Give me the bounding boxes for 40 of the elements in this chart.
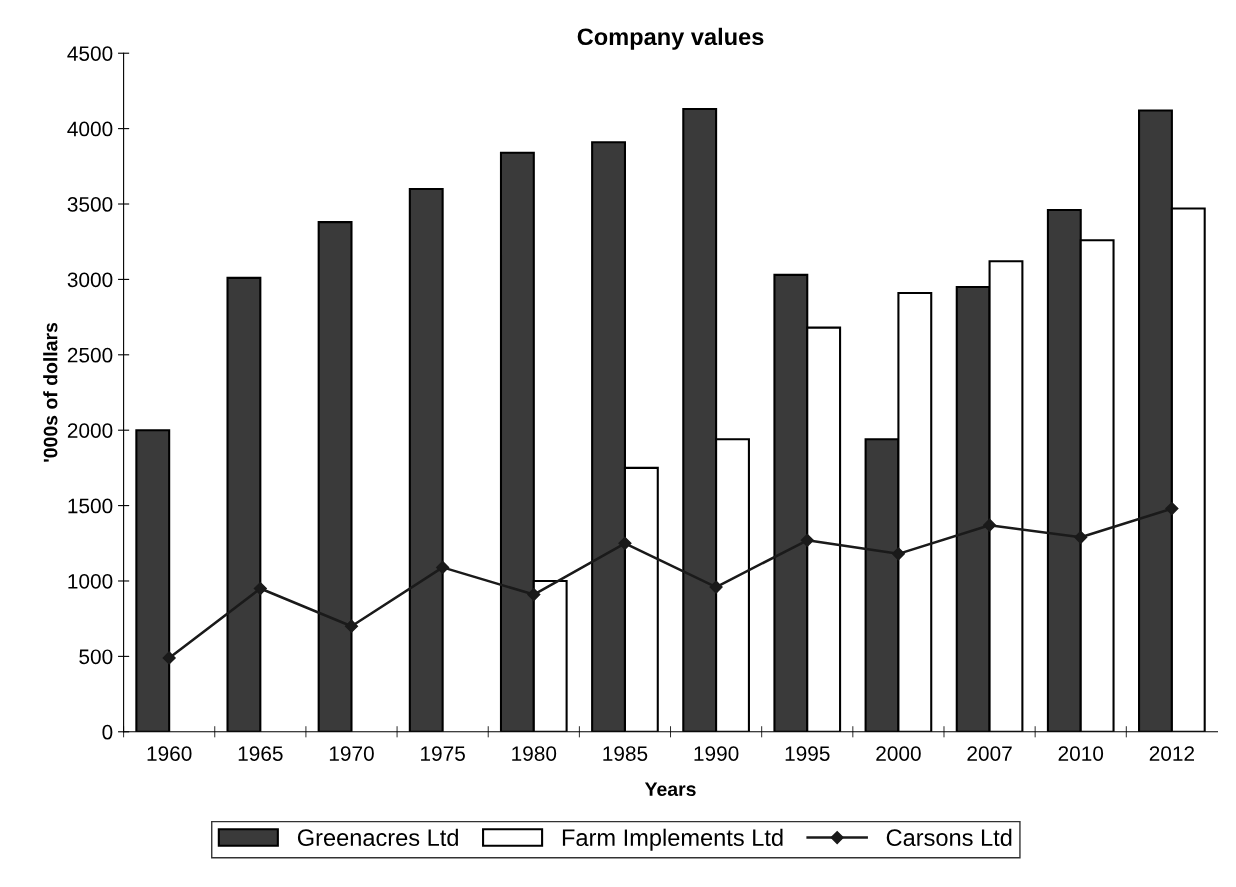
x-tick-label: 1965	[238, 746, 283, 761]
point	[891, 547, 906, 561]
y-tick-label: 3000	[67, 272, 113, 288]
point	[982, 518, 997, 532]
point	[800, 533, 814, 547]
point	[709, 580, 723, 594]
x-axis-title: Years	[644, 782, 696, 797]
x-tick-label: 2000	[876, 746, 921, 761]
x-tick-label: 1960	[147, 746, 192, 761]
y-tick-label: 4000	[67, 121, 113, 137]
x-tick-label: 1985	[603, 746, 648, 761]
y-tick-label: 500	[79, 649, 113, 665]
y-tick-label: 2000	[67, 423, 113, 438]
point	[1165, 502, 1179, 516]
point	[436, 560, 450, 575]
y-tick-label: 0	[102, 724, 113, 740]
point	[527, 587, 541, 602]
x-tick-label: 1980	[512, 746, 557, 761]
point	[253, 581, 267, 596]
x-tick-label: 2010	[1058, 746, 1104, 761]
point	[618, 536, 632, 550]
chart-title: Company values	[577, 27, 764, 50]
y-tick-label: 1500	[68, 498, 113, 514]
legend-label: Farm Implements Ltd	[562, 828, 783, 851]
point	[1074, 530, 1088, 544]
x-tick-label: 1970	[329, 746, 374, 761]
x-tick-label: 1995	[785, 746, 830, 761]
point	[344, 619, 359, 633]
legend-label: Carsons Ltd	[886, 828, 1012, 847]
y-tick-label: 3500	[67, 197, 113, 212]
x-tick-label: 2012	[1149, 746, 1195, 761]
y-tick-label: 1000	[68, 573, 113, 589]
x-tick-label: 2007	[967, 746, 1012, 761]
x-tick-label: 1990	[694, 746, 739, 761]
y-tick-label: 4500	[67, 46, 113, 61]
legend-label: Greenacres Ltd	[297, 828, 458, 847]
y-axis-title: '000s of dollars	[43, 322, 58, 462]
y-tick-label: 2500	[67, 347, 113, 363]
x-tick-label: 1975	[421, 746, 465, 761]
point	[162, 651, 176, 665]
